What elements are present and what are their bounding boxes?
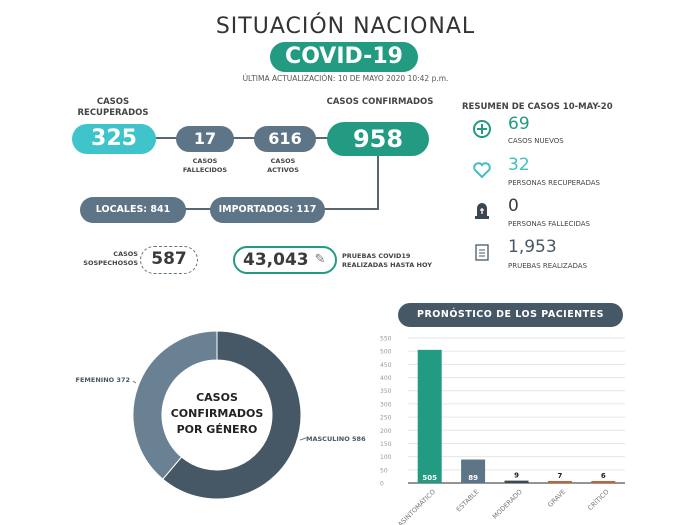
bar-1 [461,459,486,483]
nuevos-label: CASOS NUEVOS [508,137,564,145]
pruebas-dia-value: 1,953 [508,237,557,257]
pruebas-value: 43,043 ✎ [233,246,337,274]
donut-slice-masculino [162,330,302,500]
y-tick-label: 150 [380,441,392,448]
y-tick-label: 200 [380,428,392,435]
donut-center-line2: CONFIRMADOS [171,407,264,420]
resumen-title: RESUMEN DE CASOS 10-MAY-20 [462,102,613,112]
plus-circle-icon [473,120,491,138]
donut-center-line3: POR GÉNERO [177,423,258,436]
activos-label: CASOS ACTIVOS [267,157,299,174]
x-tick-label: CRÍTICO [586,487,611,512]
clipboard-icon [475,244,489,261]
sospechosos-label: CASOS SOSPECHOSOS [83,250,138,267]
y-tick-label: 500 [380,349,392,356]
x-tick-label: ASINTOMÁTICO [396,487,437,525]
fallecidas-label: PERSONAS FALLECIDAS [508,220,591,228]
bar-value-label: 89 [468,474,478,482]
bar-value-label: 6 [601,472,606,480]
locales-pill: LOCALES: 841 [80,197,186,223]
activos-value: 616 [254,126,316,152]
y-tick-label: 300 [380,401,392,408]
x-tick-label: GRAVE [546,488,567,509]
last-update: ÚLTIMA ACTUALIZACIÓN: 10 DE MAYO 2020 10… [242,74,449,83]
connector [377,150,379,210]
femenino-label: FEMENINO 372 [76,376,130,384]
pronostico-bar-chart: 0 50 100 150 200 250 300 350 400 450 500 550 505 ASIN… [380,336,625,525]
bar-value-label: 9 [514,472,519,480]
x-tick-label: ESTABLE [455,488,481,514]
bar-0 [417,349,442,483]
y-tick-label: 450 [380,362,392,369]
pruebas-label: PRUEBAS COVID19 REALIZADAS HASTA HOY [342,252,432,269]
y-tick-label: 250 [380,415,392,422]
bar-4 [591,481,616,483]
masculino-label: MASCULINO 586 [306,435,366,443]
sospechosos-value: 587 [140,246,198,274]
pruebas-dia-label: PRUEBAS REALIZADAS [508,262,588,270]
bar-chart-title: PRONÓSTICO DE LOS PACIENTES [398,303,623,327]
y-tick-label: 0 [380,481,384,488]
confirmados-value: 958 [327,122,429,156]
bar-2 [504,480,529,483]
confirmados-label: CASOS CONFIRMADOS [326,97,434,107]
donut-slice-femenino [132,330,218,480]
y-tick-label: 100 [380,454,392,461]
fallecidas-value: 0 [508,196,519,216]
gender-donut-chart: CASOS CONFIRMADOS POR GÉNERO FEMENINO 37… [76,330,366,500]
nuevos-value: 69 [508,114,530,134]
x-tick-label: MODERADO [491,488,524,521]
tombstone-icon [475,203,489,219]
test-tube-icon: ✎ [314,252,326,267]
recuperadas-value: 32 [508,155,530,175]
y-tick-label: 350 [380,388,392,395]
y-tick-label: 400 [380,375,392,382]
y-tick-label: 50 [380,467,388,474]
pruebas-number: 43,043 [243,250,309,270]
bar-3 [547,481,572,483]
importados-pill: IMPORTADOS: 117 [210,197,325,223]
page-title: SITUACIÓN NACIONAL [215,14,476,39]
fallecidos-value: 17 [176,126,234,152]
recuperadas-label: PERSONAS RECUPERADAS [508,179,600,187]
heart-icon [473,162,491,179]
donut-center-line1: CASOS [196,391,238,404]
bar-value-label: 7 [557,472,562,480]
covid-badge: COVID-19 [270,42,418,72]
bar-value-label: 505 [422,474,437,482]
fallecidos-label: CASOS FALLECIDOS [182,157,228,174]
recuperados-value: 325 [72,124,156,154]
recuperados-label: CASOS RECUPERADOS [77,97,149,118]
y-tick-label: 550 [380,336,392,343]
